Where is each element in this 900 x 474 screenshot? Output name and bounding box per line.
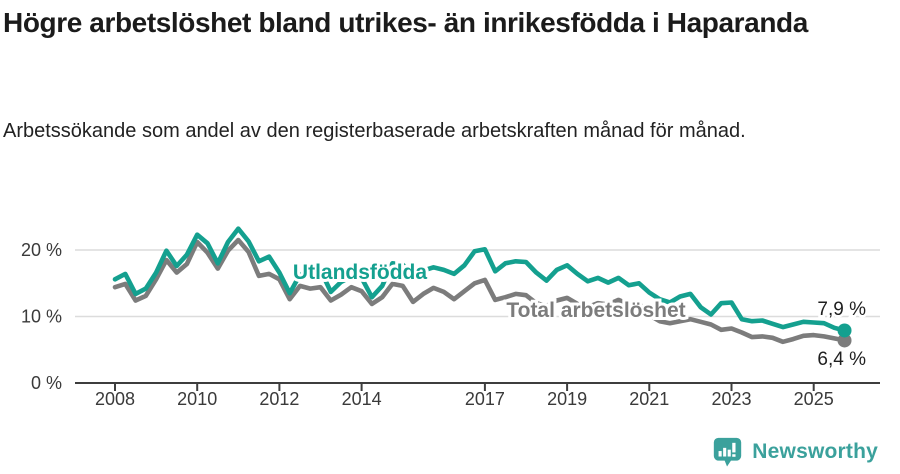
series-line-total-arbetsloshet: [112, 237, 847, 345]
series-end-dot-total-arbetsloshet: [837, 333, 852, 348]
x-axis-tick-label: 2014: [342, 389, 382, 409]
chart-subtitle: Arbetssökande som andel av den registerb…: [3, 120, 746, 142]
series-label-total-arbetsloshet: Total arbetslöshet: [506, 299, 685, 322]
x-axis-tick-label: 2012: [259, 389, 299, 409]
brand-name: Newsworthy: [752, 439, 878, 463]
x-axis-tick-label: 2008: [95, 389, 135, 409]
newsworthy-logo-icon: [714, 437, 742, 467]
unemployment-line-chart: 2008 2010 2012 2014 2017 2019 2021 2023 2025 0 % 1…: [21, 226, 880, 409]
series-end-value-total-arbetsloshet: 6,4 %: [817, 349, 866, 370]
x-axis-tick-label: 2025: [794, 389, 834, 409]
x-axis-tick-label: 2019: [547, 389, 587, 409]
x-axis-tick-label: 2021: [629, 389, 669, 409]
series-end-dot-utlandsfodda: [837, 323, 852, 338]
series-label-utlandsfodda: Utlandsfödda: [293, 261, 427, 284]
y-axis-tick-label: 20 %: [21, 240, 62, 260]
series-end-value-utlandsfodda: 7,9 %: [817, 299, 866, 320]
chart-title: Högre arbetslöshet bland utrikes- än inr…: [3, 7, 808, 38]
brand-footer: Newsworthy: [712, 436, 878, 467]
x-axis-tick-label: 2023: [711, 389, 751, 409]
series-line-utlandsfodda: [112, 226, 847, 333]
x-axis-tick-label: 2017: [465, 389, 505, 409]
y-axis-tick-label: 0 %: [31, 373, 62, 393]
x-axis-tick-label: 2010: [177, 389, 217, 409]
y-axis-tick-label: 10 %: [21, 307, 62, 327]
